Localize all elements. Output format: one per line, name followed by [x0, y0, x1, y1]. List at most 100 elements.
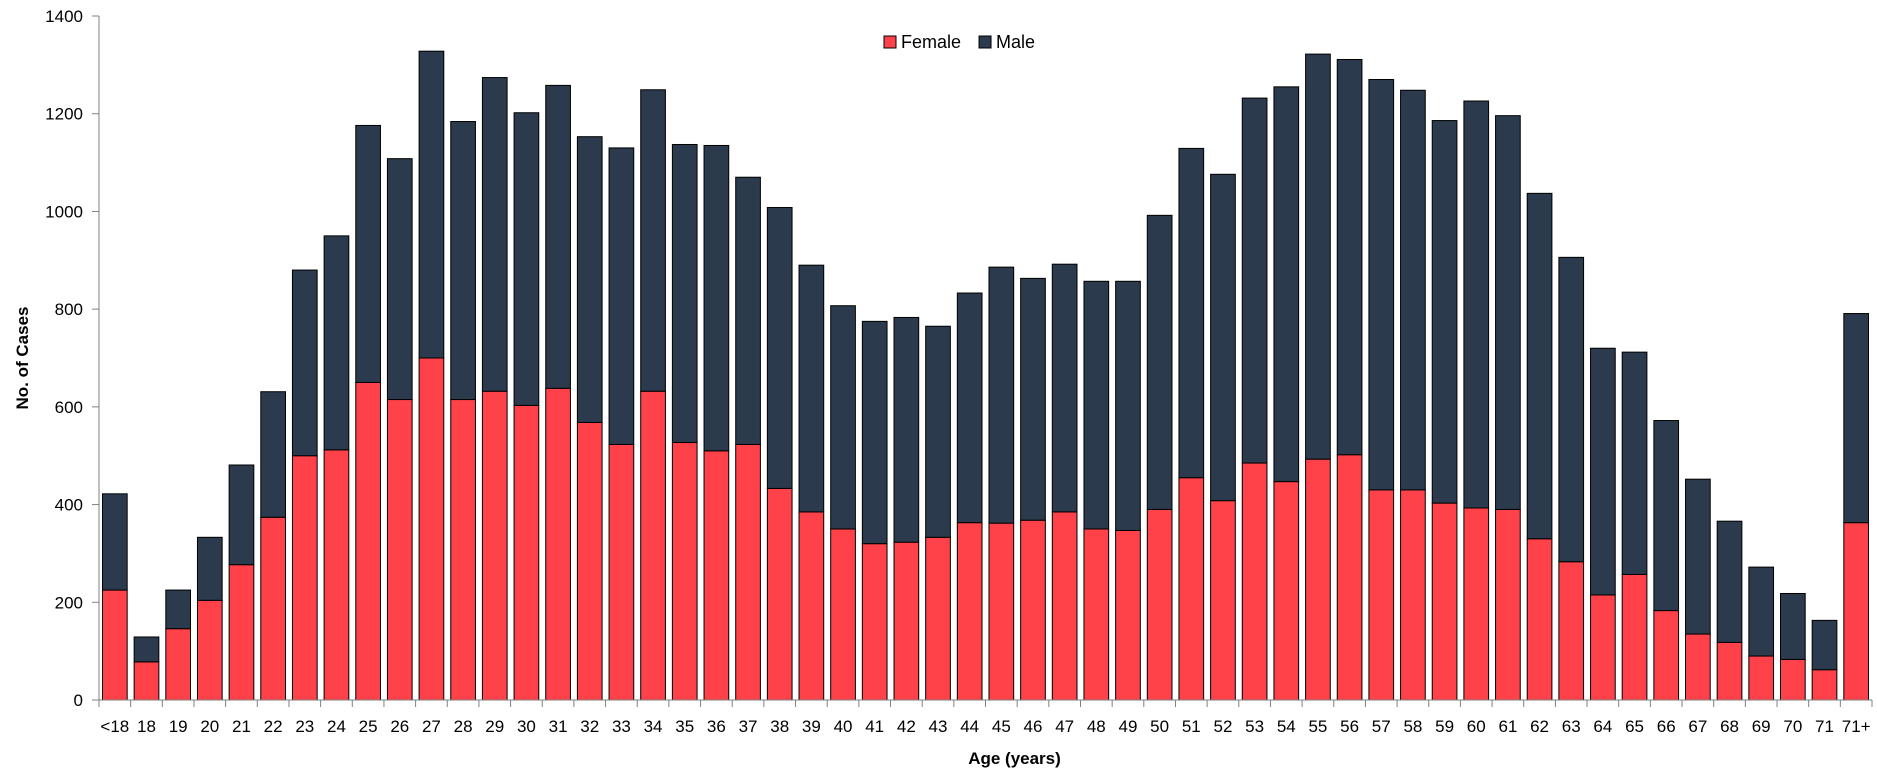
- bar-male-66: [1653, 420, 1680, 612]
- x-tick-label: 48: [1087, 717, 1106, 736]
- bar-female-37: [735, 443, 761, 701]
- bar-male-53: [1241, 97, 1268, 464]
- bar-male-19: [165, 589, 192, 630]
- bar-female-45: [988, 522, 1015, 701]
- bar-female-29: [481, 390, 508, 701]
- x-tick-label: 53: [1245, 717, 1264, 736]
- bar-female-50: [1146, 508, 1173, 701]
- bar-female-21: [228, 564, 255, 701]
- bar-female-lt18: [101, 589, 128, 701]
- x-tick-label: 31: [549, 717, 568, 736]
- x-tick-label: 42: [897, 717, 916, 736]
- x-tick-label: 44: [960, 717, 979, 736]
- x-tick-label: 58: [1403, 717, 1422, 736]
- bar-female-62: [1526, 538, 1553, 701]
- bar-male-20: [196, 536, 223, 601]
- y-tick-label: 800: [55, 300, 83, 319]
- bars: [101, 50, 1870, 701]
- bar-male-29: [481, 77, 508, 392]
- x-tick-label: 40: [834, 717, 853, 736]
- x-tick-label: 54: [1277, 717, 1296, 736]
- bar-female-51: [1178, 477, 1205, 701]
- bar-male-38: [766, 207, 793, 489]
- bar-female-38: [766, 487, 793, 701]
- x-tick-label: 33: [612, 717, 631, 736]
- x-tick-label: 51: [1182, 717, 1201, 736]
- bar-male-68: [1716, 520, 1743, 643]
- bar-male-36: [703, 144, 730, 452]
- y-tick-label: 0: [74, 691, 83, 710]
- bar-female-24: [323, 449, 350, 701]
- bar-male-49: [1115, 280, 1141, 531]
- bar-male-25: [355, 124, 381, 383]
- bar-male-18: [133, 636, 160, 663]
- x-tick-label: 63: [1562, 717, 1581, 736]
- x-tick-label: 29: [485, 717, 504, 736]
- x-tick-label: 49: [1119, 717, 1138, 736]
- x-tick-label: 71: [1815, 717, 1834, 736]
- bar-female-19: [165, 628, 192, 701]
- x-tick-label: 20: [200, 717, 219, 736]
- x-tick-label: 45: [992, 717, 1011, 736]
- bar-female-30: [513, 404, 540, 701]
- legend: Female Male: [883, 32, 1035, 52]
- bar-male-32: [576, 136, 603, 423]
- x-tick-label: 27: [422, 717, 441, 736]
- bar-male-70: [1780, 592, 1806, 660]
- bar-male-44: [956, 292, 983, 524]
- x-tick-label: 23: [295, 717, 314, 736]
- bar-male-51: [1178, 147, 1205, 479]
- bar-male-lt18: [101, 493, 128, 591]
- bar-female-58: [1400, 489, 1426, 701]
- bar-female-31: [545, 387, 571, 701]
- x-axis-title: Age (years): [968, 749, 1061, 768]
- bar-male-58: [1400, 89, 1426, 491]
- x-tick-label: 70: [1783, 717, 1802, 736]
- x-tick-label: <18: [100, 717, 129, 736]
- x-axis: <18 18 19 20 21 22 23 24 25 26 27 28 29 30 31 32 33 34 35 3…: [98, 699, 1873, 736]
- x-tick-label: 28: [454, 717, 473, 736]
- legend-swatch-male: [978, 35, 992, 49]
- bar-male-39: [798, 264, 825, 513]
- bar-male-43: [925, 325, 951, 538]
- bar-female-53: [1241, 462, 1268, 701]
- legend-swatch-female: [883, 35, 897, 49]
- bar-female-23: [291, 455, 318, 701]
- bar-male-23: [291, 269, 318, 457]
- bar-female-40: [830, 528, 856, 701]
- bar-male-28: [450, 121, 476, 401]
- bar-female-71: [1811, 669, 1838, 701]
- x-tick-label: 69: [1752, 717, 1771, 736]
- bar-male-71: [1811, 619, 1838, 671]
- bar-male-63: [1558, 256, 1585, 563]
- bar-female-49: [1115, 529, 1141, 701]
- bar-female-52: [1210, 500, 1236, 701]
- x-tick-label: 18: [137, 717, 156, 736]
- bar-female-64: [1590, 594, 1616, 701]
- bar-male-48: [1083, 280, 1110, 530]
- bar-female-66: [1653, 610, 1680, 701]
- bar-female-56: [1336, 454, 1363, 701]
- bar-female-39: [798, 511, 825, 701]
- bar-female-22: [260, 516, 286, 701]
- x-tick-label: 61: [1498, 717, 1517, 736]
- bar-female-25: [355, 381, 381, 701]
- x-tick-label: 38: [770, 717, 789, 736]
- bar-female-60: [1463, 507, 1490, 701]
- bar-female-61: [1495, 508, 1521, 701]
- x-tick-label: 19: [169, 717, 188, 736]
- bar-female-63: [1558, 561, 1585, 701]
- bar-female-28: [450, 399, 476, 701]
- x-tick-label: 56: [1340, 717, 1359, 736]
- x-tick-label: 24: [327, 717, 346, 736]
- x-tick-label: 36: [707, 717, 726, 736]
- legend-label-female: Female: [901, 32, 961, 52]
- bar-male-37: [735, 176, 761, 445]
- y-axis-title: No. of Cases: [13, 307, 32, 410]
- bar-female-41: [861, 543, 888, 701]
- bar-male-35: [671, 143, 698, 444]
- bar-female-33: [608, 443, 635, 701]
- bar-female-18: [133, 661, 160, 701]
- x-tick-label: 65: [1625, 717, 1644, 736]
